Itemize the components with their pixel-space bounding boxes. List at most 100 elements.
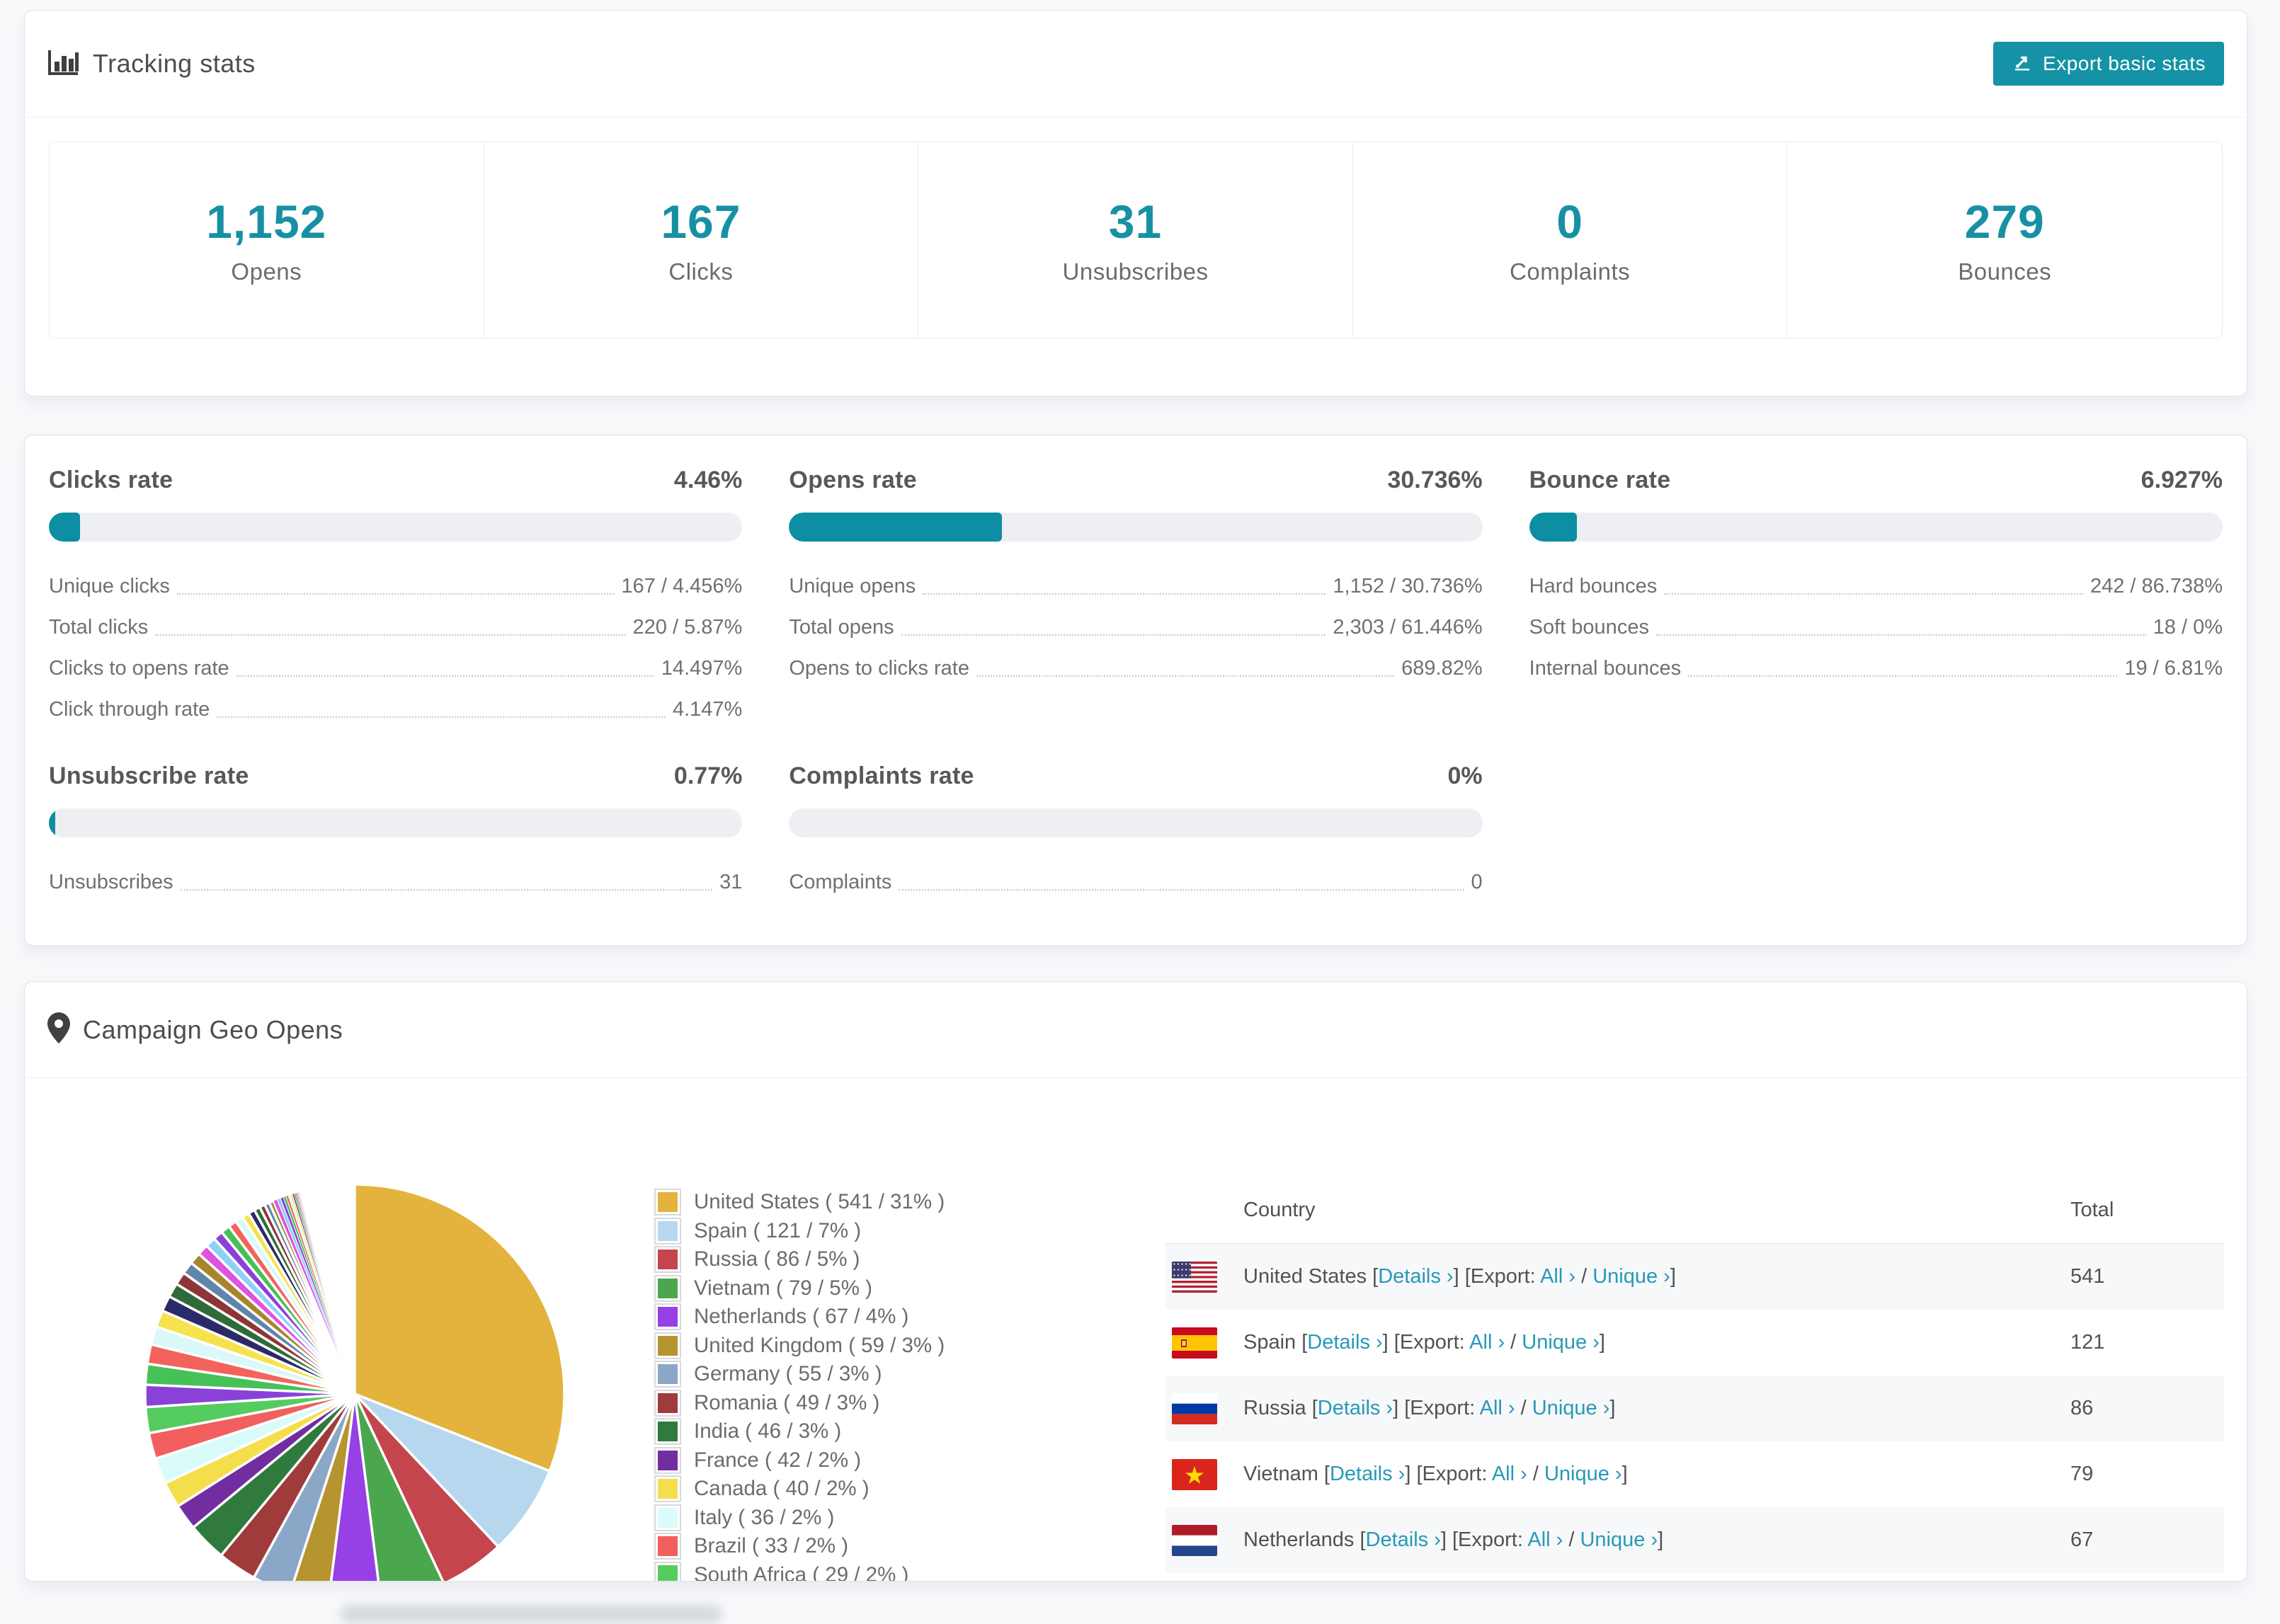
rate-stat-row: Opens to clicks rate 689.82% — [789, 644, 1482, 685]
geo-table-row: Vietnam [Details ›] [Export: All › / Uni… — [1165, 1441, 2224, 1507]
export-unique-link[interactable]: Unique › — [1592, 1265, 1670, 1288]
clicks-rate-block: Clicks rate 4.46% Unique clicks 167 / 4.4… — [49, 467, 743, 726]
export-button-label: Export basic stats — [2043, 52, 2206, 74]
legend-item: Vietnam ( 79 / 5% ) — [654, 1274, 945, 1303]
dotted-leader — [1664, 593, 2083, 595]
slash: / — [1505, 1331, 1522, 1354]
rate-stat-label: Total opens — [789, 616, 894, 639]
rate-stat-value: 18 / 0% — [2153, 616, 2223, 639]
pie-slice[interactable] — [329, 1393, 381, 1582]
export-all-link[interactable]: All › — [1469, 1331, 1505, 1354]
rate-stat-label: Opens to clicks rate — [789, 657, 969, 680]
geo-table-header-country: Country — [1243, 1199, 1316, 1221]
rate-stat-row: Clicks to opens rate 14.497% — [49, 644, 742, 685]
export-basic-stats-button[interactable]: Export basic stats — [1993, 42, 2224, 86]
opens-rate-title: Opens rate — [789, 467, 917, 493]
stat-unsubscribes: 31 Unsubscribes — [918, 142, 1353, 338]
details-link[interactable]: Details › — [1307, 1331, 1383, 1354]
pie-slice[interactable] — [353, 1393, 445, 1582]
rate-stat-label: Internal bounces — [1529, 657, 1682, 680]
dotted-leader — [155, 634, 626, 636]
export-unique-link[interactable]: Unique › — [1522, 1331, 1600, 1354]
bar-chart-icon — [47, 49, 80, 79]
rate-stat-row: Click through rate 4.147% — [49, 685, 742, 726]
export-unique-link[interactable]: Unique › — [1544, 1463, 1622, 1485]
legend-item: Romania ( 49 / 3% ) — [654, 1389, 945, 1418]
complaints-rate-bar — [789, 808, 1483, 837]
geo-country-cell: Vietnam [Details ›] [Export: All › / Uni… — [1243, 1463, 2070, 1486]
divider — [26, 117, 2245, 118]
bracket: ] — [1670, 1265, 1676, 1288]
opens-rate-bar — [789, 513, 1483, 542]
details-link[interactable]: Details › — [1329, 1463, 1406, 1485]
rate-stat-label: Unique clicks — [49, 575, 170, 598]
map-pin-icon — [47, 1012, 70, 1047]
bracket: [ — [1323, 1463, 1330, 1485]
details-link[interactable]: Details › — [1378, 1265, 1454, 1288]
legend-item: Spain ( 121 / 7% ) — [654, 1217, 945, 1246]
export-unique-link[interactable]: Unique › — [1532, 1397, 1610, 1419]
stat-clicks-value: 167 — [661, 195, 741, 248]
bounce-rate-bar — [1529, 513, 2223, 542]
geo-opens-table: Country Total United States [Details ›] … — [1165, 1177, 2224, 1581]
export-all-link[interactable]: All › — [1540, 1265, 1576, 1288]
pie-slice[interactable] — [353, 1393, 501, 1582]
rate-stat-value: 31 — [719, 871, 743, 894]
scrollbar-artifact[interactable] — [340, 1604, 722, 1624]
stat-unsubscribes-label: Unsubscribes — [1062, 258, 1209, 285]
rate-stat-label: Clicks to opens rate — [49, 657, 229, 680]
legend-label: Netherlands ( 67 / 4% ) — [694, 1305, 909, 1329]
dotted-leader — [1688, 675, 2118, 677]
rate-stat-row: Unique opens 1,152 / 30.736% — [789, 561, 1482, 602]
details-link[interactable]: Details › — [1317, 1397, 1393, 1419]
tracking-stats-card: Tracking stats Export basic stats 1,152 … — [24, 10, 2247, 396]
stat-clicks-label: Clicks — [668, 258, 734, 285]
dotted-leader — [180, 889, 713, 891]
export-label: ] [Export: — [1382, 1331, 1470, 1354]
unsubscribe-rate-block: Unsubscribe rate 0.77% Unsubscribes 31 — [49, 762, 743, 898]
legend-item: United Kingdom ( 59 / 3% ) — [654, 1332, 945, 1361]
stat-bounces-label: Bounces — [1958, 258, 2052, 285]
page-title: Tracking stats — [93, 49, 256, 78]
bracket: [ — [1301, 1331, 1308, 1354]
geo-header: Campaign Geo Opens — [25, 982, 2247, 1077]
export-unique-link[interactable]: Unique › — [1580, 1528, 1658, 1551]
details-link[interactable]: Details › — [1365, 1528, 1441, 1551]
bracket: ] — [1658, 1528, 1664, 1551]
unsubscribe-rate-bar — [49, 808, 743, 837]
legend-color-swatch — [654, 1418, 681, 1446]
stat-opens-value: 1,152 — [206, 195, 327, 248]
legend-color-swatch — [654, 1361, 681, 1388]
stat-bounces: 279 Bounces — [1787, 142, 2222, 338]
geo-country-cell: Russia [Details ›] [Export: All › / Uniq… — [1243, 1397, 2070, 1420]
dotted-leader — [1655, 634, 2146, 636]
pie-slice[interactable] — [353, 1393, 552, 1549]
geo-total-cell: 86 — [2070, 1397, 2094, 1419]
bracket: ] — [1621, 1463, 1628, 1485]
geo-total-cell: 541 — [2070, 1265, 2105, 1288]
export-all-link[interactable]: All › — [1527, 1528, 1563, 1551]
us-flag-icon — [1172, 1261, 1217, 1293]
rate-stat-label: Soft bounces — [1529, 616, 1649, 639]
rate-stat-row: Total opens 2,303 / 61.446% — [789, 602, 1482, 644]
geo-table-row: Spain [Details ›] [Export: All › / Uniqu… — [1165, 1310, 2224, 1376]
rate-stat-row: Unsubscribes 31 — [49, 857, 742, 898]
country-name: Russia — [1243, 1397, 1312, 1419]
country-name: Spain — [1243, 1331, 1302, 1354]
dotted-leader — [236, 675, 654, 677]
pie-slice[interactable] — [353, 1183, 566, 1473]
pie-slice[interactable] — [303, 1190, 355, 1395]
rate-stat-value: 14.497% — [661, 657, 743, 680]
bounce-rate-block: Bounce rate 6.927% Hard bounces 242 / 86.… — [1529, 467, 2223, 726]
export-all-link[interactable]: All › — [1479, 1397, 1515, 1419]
stat-complaints: 0 Complaints — [1353, 142, 1788, 338]
rates-card: Clicks rate 4.46% Unique clicks 167 / 4.4… — [24, 435, 2247, 946]
legend-label: Brazil ( 33 / 2% ) — [694, 1534, 849, 1558]
dotted-leader — [899, 889, 1464, 891]
export-all-link[interactable]: All › — [1491, 1463, 1527, 1485]
slash: / — [1575, 1265, 1593, 1288]
legend-color-swatch — [654, 1332, 681, 1359]
geo-table-header: Country Total — [1165, 1177, 2224, 1244]
legend-label: United Kingdom ( 59 / 3% ) — [694, 1333, 945, 1357]
